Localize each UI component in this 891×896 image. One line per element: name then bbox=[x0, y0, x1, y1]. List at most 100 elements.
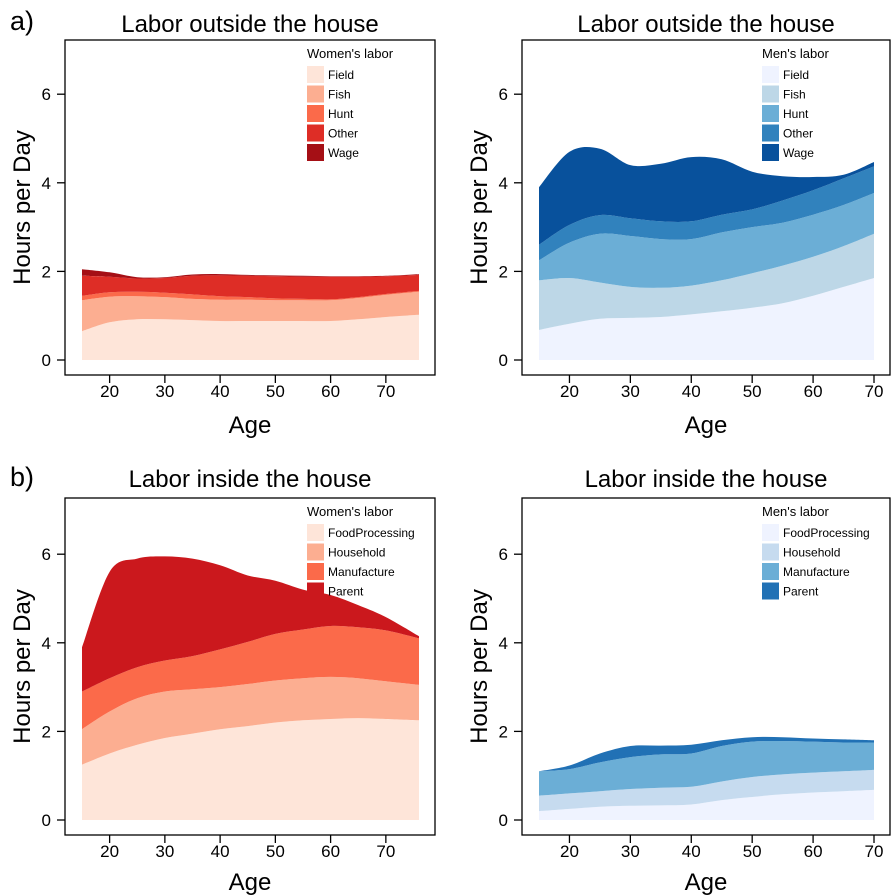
x-tick-label: 70 bbox=[376, 842, 395, 861]
legend-swatch-field bbox=[762, 66, 779, 83]
y-tick-label: 6 bbox=[42, 85, 51, 104]
legend-label-parent: Parent bbox=[328, 585, 364, 599]
x-tick-label: 50 bbox=[743, 382, 762, 401]
x-tick-label: 30 bbox=[155, 842, 174, 861]
legend-label-fish: Fish bbox=[783, 88, 806, 102]
legend-label-fish: Fish bbox=[328, 88, 351, 102]
x-tick-label: 70 bbox=[865, 842, 884, 861]
y-tick-label: 0 bbox=[499, 811, 508, 830]
legend-label-field: Field bbox=[783, 68, 809, 82]
x-tick-label: 40 bbox=[682, 382, 701, 401]
legend-swatch-wage bbox=[307, 144, 324, 161]
chart-women-inside: Labor inside the house 0 2 4 6 20 30 40 50 60 70 Ag… bbox=[9, 466, 436, 896]
area-fish bbox=[539, 233, 874, 330]
legend-label-household: Household bbox=[783, 546, 840, 560]
legend-title: Men's labor bbox=[762, 46, 829, 61]
x-tick-label: 30 bbox=[621, 382, 640, 401]
y-tick-label: 6 bbox=[499, 545, 508, 564]
area-manufacture bbox=[539, 741, 874, 796]
legend-swatch-household bbox=[762, 543, 779, 561]
chart-title: Labor outside the house bbox=[121, 11, 379, 38]
area-fish bbox=[82, 291, 419, 332]
x-tick-label: 60 bbox=[321, 842, 340, 861]
panel-label-b: b) bbox=[10, 462, 34, 492]
plot-frame bbox=[521, 497, 891, 836]
legend-label-field: Field bbox=[328, 68, 354, 82]
legend-swatch-hunt bbox=[307, 105, 324, 122]
area-manufacture bbox=[82, 625, 419, 730]
x-tick-label: 40 bbox=[211, 382, 230, 401]
legend-label-foodprocessing: FoodProcessing bbox=[783, 526, 870, 540]
area-other bbox=[539, 166, 874, 261]
area-hunt bbox=[539, 193, 874, 288]
legend-swatch-parent bbox=[762, 582, 779, 600]
y-axis-title: Hours per Day bbox=[466, 130, 493, 285]
x-tick-label: 40 bbox=[211, 842, 230, 861]
legend-label-manufacture: Manufacture bbox=[328, 565, 395, 579]
legend-swatch-field bbox=[307, 66, 324, 83]
chart-men-outside: Labor outside the house 0 2 4 6 20 30 40 50 60 70 A… bbox=[466, 11, 891, 439]
legend-label-foodprocessing: FoodProcessing bbox=[328, 526, 415, 540]
legend-swatch-household bbox=[307, 543, 324, 561]
y-tick-label: 2 bbox=[499, 722, 508, 741]
plot-frame bbox=[64, 39, 436, 376]
chart-title: Labor inside the house bbox=[585, 466, 828, 493]
legend-label-hunt: Hunt bbox=[783, 107, 809, 121]
x-tick-label: 20 bbox=[100, 382, 119, 401]
y-tick-label: 0 bbox=[42, 351, 51, 370]
y-tick-label: 0 bbox=[499, 351, 508, 370]
legend-swatch-foodprocessing bbox=[762, 524, 779, 541]
y-tick-label: 2 bbox=[42, 262, 51, 281]
area-field bbox=[82, 314, 419, 360]
x-axis-title: Age bbox=[685, 869, 728, 896]
legend-label-other: Other bbox=[328, 127, 358, 141]
y-tick-label: 4 bbox=[42, 634, 51, 653]
x-tick-label: 20 bbox=[560, 842, 579, 861]
legend-swatch-manufacture bbox=[307, 563, 324, 580]
area-other bbox=[82, 274, 419, 300]
legend-swatch-foodprocessing bbox=[307, 524, 324, 541]
legend-swatch-other bbox=[307, 124, 324, 142]
y-tick-label: 4 bbox=[42, 174, 51, 193]
legend-title: Women's labor bbox=[307, 46, 394, 61]
legend-label-wage: Wage bbox=[328, 146, 359, 160]
plot-frame bbox=[521, 39, 891, 376]
legend-label-other: Other bbox=[783, 127, 813, 141]
chart-title: Labor inside the house bbox=[129, 466, 372, 493]
legend-title: Men's labor bbox=[762, 504, 829, 519]
x-tick-label: 70 bbox=[865, 382, 884, 401]
y-tick-label: 4 bbox=[499, 174, 508, 193]
panel-label-a: a) bbox=[10, 6, 34, 36]
area-foodprocessing bbox=[82, 718, 419, 820]
y-axis-title: Hours per Day bbox=[9, 589, 36, 744]
chart-title: Labor outside the house bbox=[577, 11, 835, 38]
x-tick-label: 30 bbox=[621, 842, 640, 861]
x-axis-title: Age bbox=[229, 869, 272, 896]
y-tick-label: 0 bbox=[42, 811, 51, 830]
chart-women-outside: Labor outside the house 0 2 4 6 20 30 40 50 60 70 A… bbox=[9, 11, 436, 439]
x-tick-label: 40 bbox=[682, 842, 701, 861]
y-tick-label: 2 bbox=[499, 262, 508, 281]
area-field bbox=[539, 278, 874, 360]
legend-label-parent: Parent bbox=[783, 585, 819, 599]
x-tick-label: 20 bbox=[560, 382, 579, 401]
x-tick-label: 60 bbox=[321, 382, 340, 401]
area-foodprocessing bbox=[539, 789, 874, 820]
legend-swatch-fish bbox=[307, 85, 324, 103]
area-parent bbox=[539, 736, 874, 772]
chart-men-inside: Labor inside the house 0 2 4 6 20 30 40 50 60 70 Ag… bbox=[466, 466, 891, 896]
area-wage bbox=[539, 146, 874, 245]
area-hunt bbox=[82, 290, 419, 301]
x-axis-title: Age bbox=[685, 412, 728, 439]
legend-label-wage: Wage bbox=[783, 146, 814, 160]
area-household bbox=[82, 676, 419, 765]
y-tick-label: 4 bbox=[499, 634, 508, 653]
x-tick-label: 60 bbox=[804, 382, 823, 401]
legend-swatch-other bbox=[762, 124, 779, 142]
x-tick-label: 70 bbox=[376, 382, 395, 401]
area-household bbox=[539, 769, 874, 812]
legend-swatch-hunt bbox=[762, 105, 779, 122]
x-tick-label: 60 bbox=[804, 842, 823, 861]
y-axis-title: Hours per Day bbox=[466, 589, 493, 744]
